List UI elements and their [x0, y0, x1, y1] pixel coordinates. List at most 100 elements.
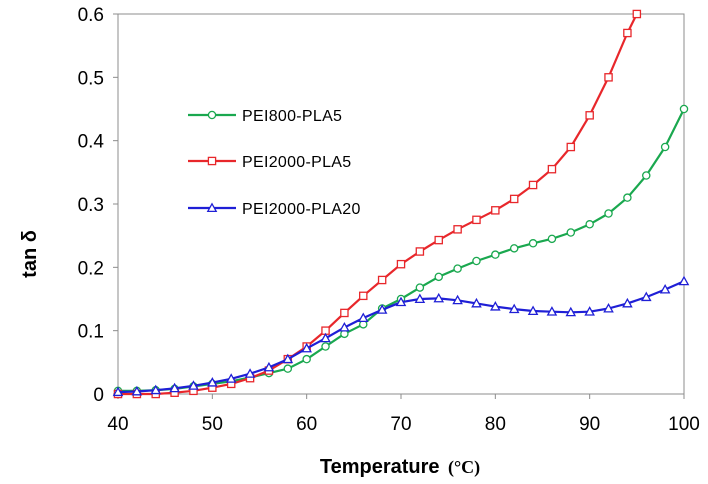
data-point	[566, 228, 576, 237]
series-PEI2000-PLA20	[112, 275, 690, 397]
data-point	[659, 283, 671, 294]
data-point	[622, 297, 633, 308]
legend-marker	[206, 202, 218, 213]
data-point	[433, 292, 445, 303]
x-tick-label: 100	[668, 414, 700, 435]
plot-area-border	[117, 13, 685, 395]
data-point	[357, 312, 369, 323]
data-point	[395, 296, 407, 307]
data-point	[414, 293, 426, 304]
data-point	[509, 194, 519, 204]
data-point	[302, 354, 311, 364]
data-point	[359, 291, 368, 301]
data-point	[340, 308, 349, 318]
plot-frame	[117, 13, 685, 395]
y-tick-label: 0	[93, 385, 104, 406]
data-point	[491, 250, 500, 259]
data-point	[453, 225, 462, 234]
data-point	[225, 373, 237, 383]
data-point	[632, 9, 642, 19]
data-point	[472, 215, 481, 225]
legend-marker	[207, 156, 217, 166]
data-point	[678, 275, 690, 286]
data-point	[604, 209, 613, 218]
data-point	[453, 264, 462, 273]
data-point	[642, 171, 651, 180]
data-point	[528, 239, 538, 248]
data-point	[679, 104, 689, 114]
data-point	[472, 256, 481, 266]
data-point	[623, 193, 632, 202]
data-point	[584, 306, 595, 316]
data-point	[491, 206, 500, 215]
y-tick-label: 0.6	[78, 5, 104, 26]
legend-label: PEI2000-PLA5	[242, 154, 351, 171]
data-point	[660, 142, 670, 152]
data-point	[585, 111, 594, 120]
x-tick-label: 90	[579, 414, 600, 435]
data-point	[508, 303, 520, 314]
data-point	[566, 142, 576, 152]
y-tick-label: 0.5	[78, 68, 104, 89]
y-tick-label: 0.2	[78, 258, 104, 279]
data-point	[546, 306, 558, 316]
data-point	[207, 377, 218, 387]
data-point	[623, 28, 632, 38]
data-point	[434, 235, 443, 245]
data-point	[283, 364, 293, 373]
data-point	[490, 301, 501, 311]
data-point	[112, 386, 124, 397]
data-point	[527, 305, 539, 316]
data-point	[169, 382, 180, 393]
y-tick-label: 0.3	[78, 195, 104, 216]
y-tick-label: 0.4	[78, 132, 105, 153]
y-axis-title: tan δ	[19, 230, 41, 278]
data-point	[565, 306, 577, 317]
x-tick-label: 40	[107, 414, 128, 435]
legend-marker	[207, 110, 217, 120]
legend-label: PEI2000-PLA20	[242, 201, 361, 218]
data-point	[244, 368, 256, 378]
y-axis-ticks: 0 0.1 0.2 0.3 0.4 0.5 0.6	[78, 5, 118, 406]
series-line	[118, 108, 685, 392]
data-point	[282, 353, 294, 364]
data-point	[188, 380, 199, 390]
data-point	[528, 180, 538, 190]
x-tick-label: 80	[485, 414, 506, 435]
data-point	[376, 304, 388, 314]
data-point	[603, 302, 614, 313]
data-point	[339, 321, 350, 332]
data-point	[301, 342, 312, 353]
data-point	[509, 244, 519, 253]
x-tick-label: 60	[296, 414, 317, 435]
data-point	[321, 342, 330, 351]
data-point	[263, 361, 275, 372]
data-point	[434, 272, 443, 282]
series-PEI800-PLA5	[113, 104, 689, 396]
data-point	[396, 259, 406, 269]
data-point	[150, 384, 162, 395]
data-point	[604, 73, 613, 82]
x-axis-ticks: 40 50 60 70 80 90 100	[107, 394, 700, 435]
data-point	[471, 297, 482, 308]
data-point	[320, 332, 331, 343]
data-point	[585, 220, 594, 229]
series-PEI2000-PLA5	[113, 9, 642, 399]
data-point	[547, 164, 557, 174]
data-point	[452, 294, 463, 305]
y-tick-label: 0.1	[78, 322, 104, 343]
x-tick-label: 50	[202, 414, 223, 435]
legend-label: PEI800-PLA5	[242, 108, 342, 125]
x-axis-label: Temperature	[320, 456, 440, 478]
data-point	[131, 385, 143, 396]
series-line	[118, 13, 638, 396]
data-point	[415, 283, 425, 292]
legend: PEI800-PLA5 PEI2000-PLA5 PEI2000-PLA20	[188, 108, 361, 218]
x-axis-unit: (°C)	[448, 457, 480, 478]
data-point	[377, 275, 387, 285]
data-point	[640, 291, 652, 302]
data-point	[415, 247, 425, 256]
x-tick-label: 70	[390, 414, 411, 435]
data-point	[547, 234, 557, 244]
